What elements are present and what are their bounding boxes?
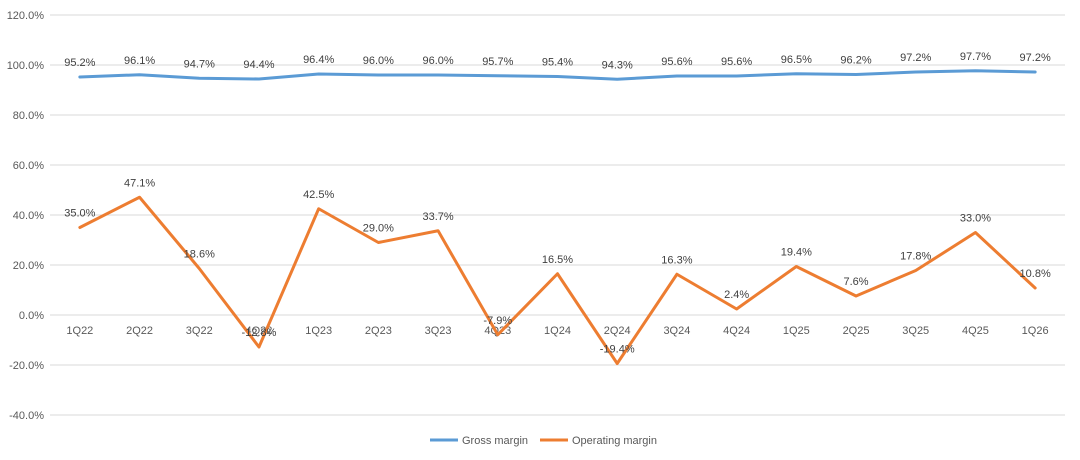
x-tick-label: 1Q23	[305, 325, 332, 337]
data-label: 17.8%	[900, 251, 931, 263]
y-tick-label: 20.0%	[13, 260, 44, 272]
data-label: 10.8%	[1020, 268, 1051, 280]
data-label: 94.3%	[602, 59, 633, 71]
data-label: 96.0%	[363, 55, 394, 67]
data-label: 47.1%	[124, 177, 155, 189]
data-label: 95.2%	[64, 57, 95, 69]
data-label: 96.0%	[422, 55, 453, 67]
x-tick-label: 4Q24	[723, 325, 750, 337]
y-tick-label: 120.0%	[7, 10, 45, 22]
x-axis-ticks: 1Q22 2Q22 3Q22 4Q22 1Q23 2Q23 3Q23 4Q23 1Q24 2Q24…	[66, 325, 1048, 337]
data-label: 95.6%	[721, 56, 752, 68]
data-label: 96.2%	[840, 55, 871, 67]
x-tick-label: 1Q24	[544, 325, 571, 337]
x-tick-label: 3Q24	[663, 325, 690, 337]
data-label: 16.5%	[542, 254, 573, 266]
data-label: 97.2%	[1020, 52, 1051, 64]
data-label: 95.4%	[542, 57, 573, 69]
legend-entry: Gross margin	[462, 435, 528, 447]
grid-lines	[50, 14, 1065, 416]
data-label: 18.6%	[184, 249, 215, 261]
x-tick-label: 2Q23	[365, 325, 392, 337]
data-label: 95.7%	[482, 56, 513, 68]
x-tick-label: 3Q23	[425, 325, 452, 337]
data-label: 97.7%	[960, 51, 991, 63]
data-label: 35.0%	[64, 208, 95, 220]
data-label: 2.4%	[724, 289, 749, 301]
y-tick-label: 0.0%	[19, 310, 44, 322]
data-label: 94.7%	[184, 58, 215, 70]
y-tick-label: 80.0%	[13, 110, 44, 122]
legend-entry: Operating margin	[572, 435, 657, 447]
x-tick-label: 4Q25	[962, 325, 989, 337]
data-label: 42.5%	[303, 189, 334, 201]
data-label: 96.1%	[124, 55, 155, 67]
data-labels: 95.2% 96.1% 94.7% 94.4% 96.4% 96.0% 96.0% 95.7%…	[64, 51, 1051, 356]
data-label: 96.5%	[781, 54, 812, 66]
data-label: 95.6%	[661, 56, 692, 68]
data-label: -12.8%	[242, 327, 277, 339]
x-tick-label: 1Q26	[1022, 325, 1049, 337]
x-tick-label: 3Q25	[902, 325, 929, 337]
data-label: -19.4%	[600, 344, 635, 356]
series-lines	[78, 69, 1037, 365]
data-label: 7.6%	[843, 276, 868, 288]
data-label: 94.4%	[243, 59, 274, 71]
x-tick-label: 2Q22	[126, 325, 153, 337]
data-label: -7.9%	[483, 315, 512, 327]
y-tick-label: -20.0%	[9, 360, 44, 372]
series-line-operating-margin	[78, 195, 1037, 365]
y-tick-label: -40.0%	[9, 410, 44, 422]
data-label: 96.4%	[303, 54, 334, 66]
y-tick-label: 40.0%	[13, 210, 44, 222]
data-label: 16.3%	[661, 254, 692, 266]
data-label: 29.0%	[363, 223, 394, 235]
x-tick-label: 3Q22	[186, 325, 213, 337]
x-tick-label: 1Q25	[783, 325, 810, 337]
data-label: 97.2%	[900, 52, 931, 64]
x-tick-label: 2Q25	[843, 325, 870, 337]
data-label: 19.4%	[781, 247, 812, 259]
data-label: 33.0%	[960, 213, 991, 225]
x-tick-label: 1Q22	[66, 325, 93, 337]
series-line-gross-margin	[78, 69, 1037, 81]
y-tick-label: 60.0%	[13, 160, 44, 172]
legend: Gross margin Operating margin	[430, 435, 657, 447]
x-tick-label: 2Q24	[604, 325, 631, 337]
y-tick-label: 100.0%	[7, 60, 45, 72]
y-axis-ticks: -40.0% -20.0% 0.0% 20.0% 40.0% 60.0% 80.0% 100.…	[7, 10, 45, 422]
data-label: 33.7%	[422, 211, 453, 223]
